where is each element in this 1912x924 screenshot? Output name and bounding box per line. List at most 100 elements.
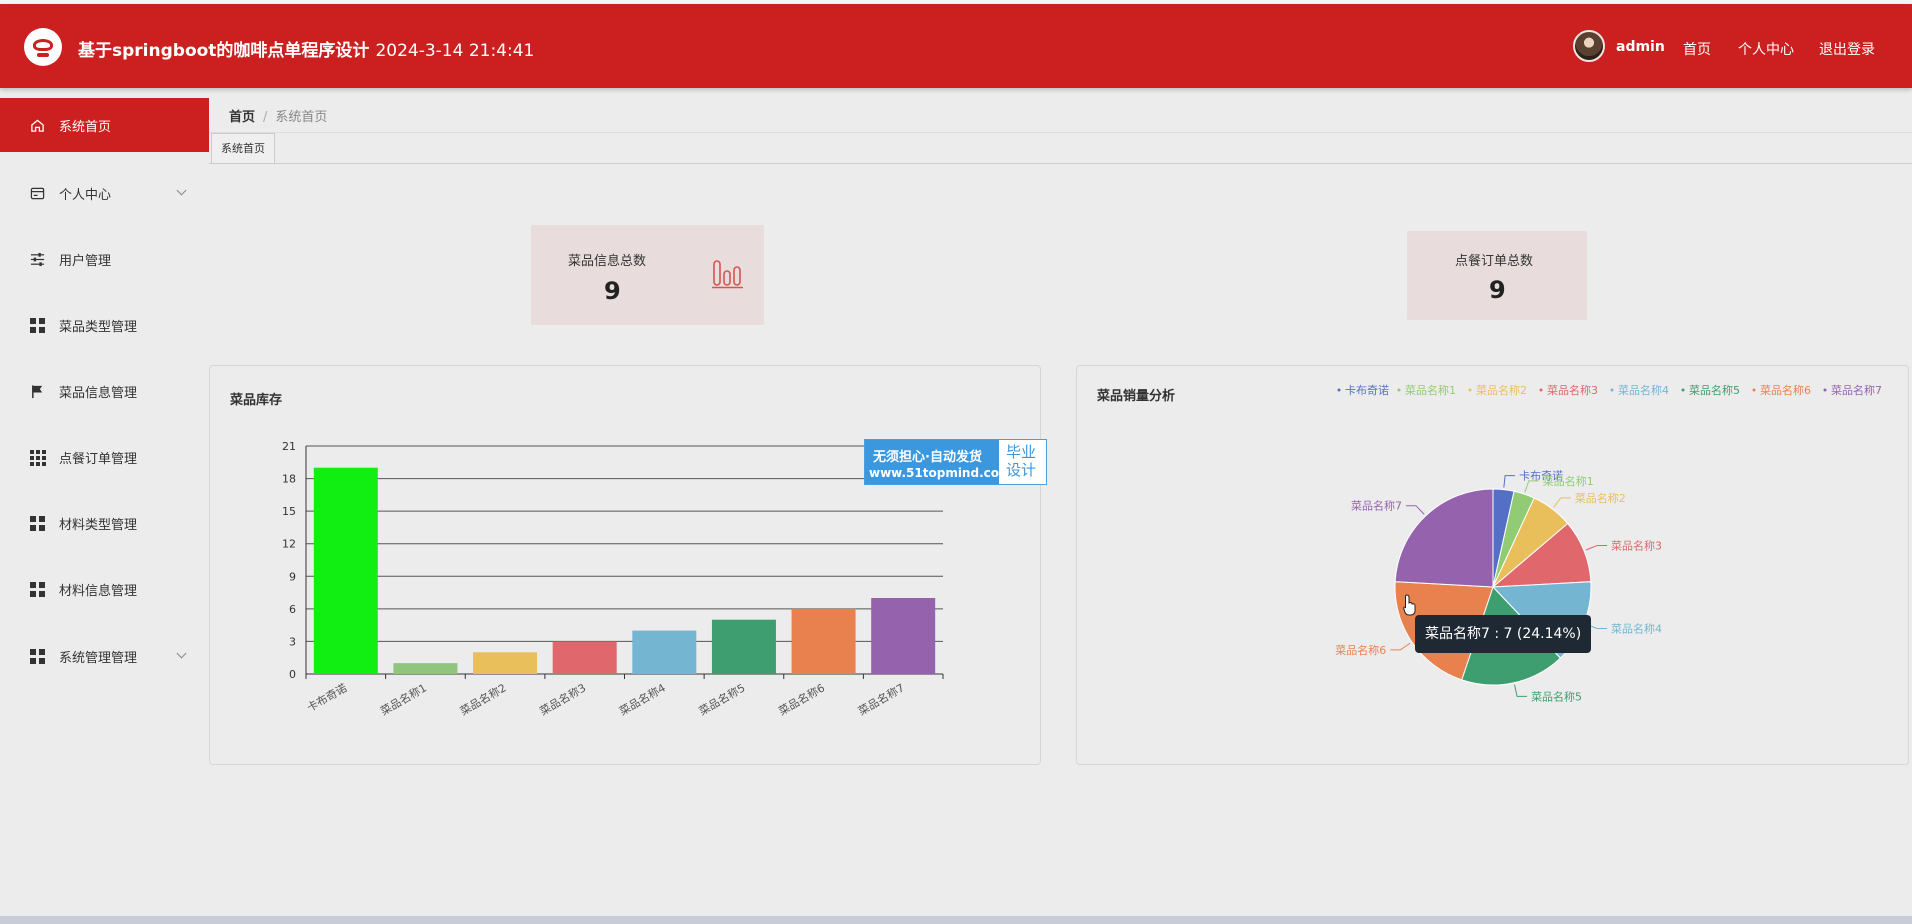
sidebar-item-label: 材料类型管理 — [59, 518, 138, 533]
bar — [552, 641, 617, 674]
sidebar-item-label: 点餐订单管理 — [59, 452, 138, 467]
pie-label: 菜品名称2 — [1575, 491, 1626, 505]
home-icon — [31, 119, 44, 132]
breadcrumb-separator: / — [263, 110, 268, 125]
breadcrumb-current: 系统首页 — [275, 110, 328, 125]
stat-label: 点餐订单总数 — [1455, 254, 1534, 269]
app-title: 基于springboot的咖啡点单程序设计 2024-3-14 21:4:41 — [78, 36, 534, 61]
sidebar: 系统首页 个人中心 用户管理 菜品类型管理 菜品信息管理 点餐订单管理 材料类型… — [0, 98, 209, 924]
nav-profile-link[interactable]: 个人中心 — [1738, 42, 1794, 58]
pie-label: 菜品名称6 — [1335, 643, 1386, 657]
sidebar-item-label: 系统管理管理 — [59, 651, 138, 666]
legend-item: 菜品名称1 — [1405, 383, 1456, 397]
pie-label-line — [1553, 497, 1571, 508]
legend-marker — [1823, 388, 1827, 392]
card-icon — [30, 187, 45, 200]
pie-slice — [1394, 488, 1494, 588]
pie-label: 菜品名称1 — [1543, 474, 1594, 488]
x-tick-label: 菜品名称7 — [856, 680, 907, 718]
legend-item: 菜品名称3 — [1547, 383, 1598, 397]
legend-marker — [1468, 388, 1472, 392]
x-tick-label: 菜品名称4 — [617, 680, 668, 718]
sidebar-item-material-types[interactable]: 材料类型管理 — [0, 496, 209, 550]
sidebar-item-system[interactable]: 系统管理管理 — [0, 629, 209, 683]
legend-item: 菜品名称2 — [1476, 383, 1527, 397]
y-tick-label: 6 — [289, 603, 296, 616]
watermark-line2: www.51topmind.com — [869, 466, 1012, 480]
sidebar-item-label: 用户管理 — [59, 254, 112, 269]
stat-label: 菜品信息总数 — [568, 254, 647, 269]
legend-item: 菜品名称5 — [1689, 383, 1740, 397]
legend-marker — [1610, 388, 1614, 392]
username: admin — [1616, 39, 1665, 55]
header-datetime: 2024-3-14 21:4:41 — [375, 41, 535, 61]
x-tick-label: 菜品名称2 — [457, 680, 508, 718]
avatar[interactable] — [1573, 30, 1605, 62]
chart-title: 菜品销量分析 — [1097, 389, 1176, 404]
sidebar-item-label: 材料信息管理 — [59, 584, 138, 599]
app-title-text: 基于springboot的咖啡点单程序设计 — [78, 41, 370, 61]
y-tick-label: 3 — [289, 635, 296, 648]
y-tick-label: 0 — [289, 668, 296, 681]
bar — [393, 663, 458, 674]
legend-item: 菜品名称4 — [1618, 383, 1669, 397]
watermark-left: 无须担心·自动发货 www.51topmind.com — [865, 440, 1012, 484]
bar — [711, 619, 776, 674]
stock-bar-chart: 0 3 6 9 12 15 18 21 卡布奇诺 菜品名称1 菜品名称2 菜品名称3 菜品名称4 菜品名称… — [282, 440, 944, 718]
x-tick-label: 菜品名称5 — [696, 680, 747, 718]
sidebar-item-dish-types[interactable]: 菜品类型管理 — [0, 298, 209, 352]
pie-label: 菜品名称4 — [1611, 621, 1662, 635]
bar — [473, 652, 538, 674]
y-tick-label: 18 — [282, 473, 296, 486]
y-tick-label: 9 — [289, 570, 296, 583]
bar — [313, 467, 378, 674]
grid-icon — [30, 318, 45, 333]
pie-label: 菜品名称3 — [1611, 539, 1662, 553]
stat-card-orders: 点餐订单总数 9 — [1407, 231, 1587, 320]
hand-cursor-icon — [1403, 594, 1416, 616]
sidebar-item-home[interactable]: 系统首页 — [0, 98, 209, 152]
bar — [632, 630, 697, 674]
nav-home-link[interactable]: 首页 — [1683, 42, 1711, 58]
sidebar-item-orders[interactable]: 点餐订单管理 — [0, 430, 209, 484]
sliders-icon — [30, 252, 45, 267]
legend-item: 菜品名称7 — [1831, 383, 1882, 397]
pie-label-line — [1503, 475, 1516, 488]
x-tick-label: 菜品名称3 — [537, 680, 588, 718]
pie-label-line — [1514, 684, 1528, 697]
pie-label-line — [1390, 642, 1411, 651]
pie-label-line — [1405, 505, 1425, 515]
legend-marker — [1752, 388, 1756, 392]
tab-dashboard[interactable]: 系统首页 — [211, 133, 275, 163]
legend-marker — [1397, 388, 1401, 392]
stat-card-dishes: 菜品信息总数 9 — [531, 225, 764, 325]
legend-marker — [1681, 388, 1685, 392]
watermark-badge-text: 毕业设计 — [1006, 443, 1037, 479]
grid-icon — [30, 582, 45, 597]
watermark-badge: 无须担心·自动发货 www.51topmind.com 毕业设计 — [864, 439, 1047, 485]
breadcrumb-home[interactable]: 首页 — [229, 110, 256, 125]
pie-label: 菜品名称5 — [1531, 689, 1582, 703]
sales-chart-panel: 菜品销量分析 卡布奇诺 菜品名称1 菜品名称2 菜品名称3 菜品名称4 菜品名称5 菜品名称… — [1076, 365, 1909, 765]
sidebar-item-material-info[interactable]: 材料信息管理 — [0, 562, 209, 616]
nav-logout-link[interactable]: 退出登录 — [1819, 42, 1875, 58]
y-tick-label: 21 — [282, 440, 296, 453]
window-top-strip — [0, 0, 1912, 4]
bar-chart-icon — [712, 260, 743, 289]
sidebar-item-label: 菜品信息管理 — [59, 386, 138, 401]
logo-icon — [24, 28, 62, 66]
grid-dots-icon — [30, 450, 46, 466]
pie-label-line — [1524, 480, 1539, 493]
y-tick-label: 15 — [282, 505, 296, 518]
breadcrumb: 首页 / 系统首页 — [229, 106, 327, 125]
grid-icon — [30, 516, 45, 531]
sidebar-item-dish-info[interactable]: 菜品信息管理 — [0, 364, 209, 418]
pie-label-line — [1585, 545, 1608, 551]
flag-icon — [32, 385, 43, 399]
sidebar-item-users[interactable]: 用户管理 — [0, 232, 209, 286]
sidebar-item-profile[interactable]: 个人中心 — [0, 166, 209, 220]
tab-bar: 系统首页 — [209, 132, 1912, 164]
legend-marker — [1539, 388, 1543, 392]
x-tick-label: 菜品名称6 — [776, 680, 827, 718]
sales-pie-chart: 卡布奇诺菜品名称1菜品名称2菜品名称3菜品名称4菜品名称5菜品名称6菜品名称7菜… — [1335, 383, 1882, 703]
